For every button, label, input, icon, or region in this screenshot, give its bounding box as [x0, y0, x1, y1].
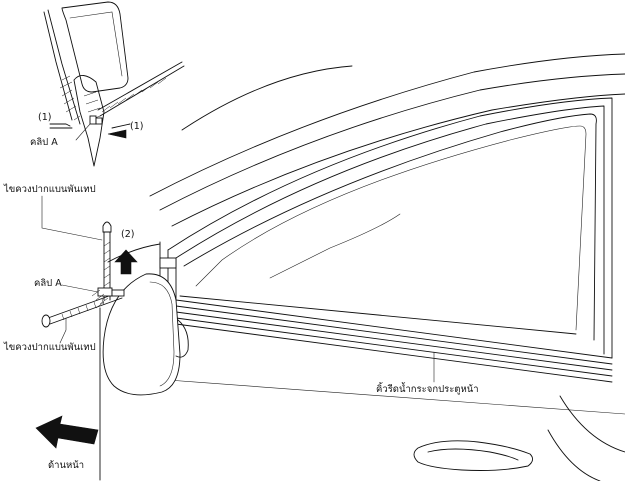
- leader-lines: [41, 195, 435, 383]
- weatherstrip-label: คิ้วรีดน้ำกระจกประตูหน้า: [376, 384, 479, 395]
- step-1-label-right: (1): [130, 121, 144, 132]
- front-direction-label: ด้านหน้า: [48, 460, 85, 471]
- tools: [41, 221, 125, 328]
- tool-label-upper: ไขควงปากแบนพันเทป: [4, 184, 96, 195]
- side-mirror: [102, 273, 189, 396]
- arrow-up-icon: [114, 249, 138, 275]
- inset-detail: [43, 1, 185, 167]
- clip-a-label-lower: คลิป A: [34, 278, 62, 289]
- clip-a-label-upper: คลิป A: [30, 137, 58, 148]
- car-body: [99, 53, 625, 481]
- arrow-left-icon: [35, 415, 99, 449]
- step-2-label: (2): [121, 229, 135, 240]
- step-1-label-left: (1): [38, 112, 52, 123]
- tool-label-lower: ไขควงปากแบนพันเทป: [4, 342, 96, 353]
